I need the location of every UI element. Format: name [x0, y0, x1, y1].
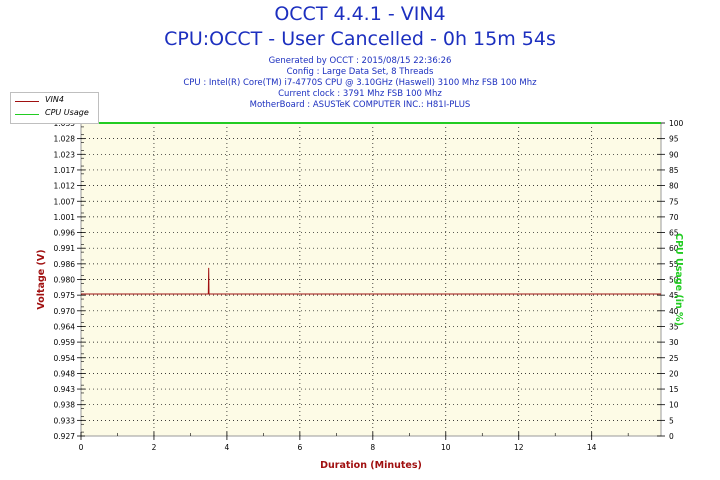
y-tick-label: 0.996 — [54, 229, 76, 238]
y2-tick-label: 100 — [669, 119, 684, 128]
y-tick-label: 1.028 — [54, 135, 76, 144]
y2-tick-label: 45 — [669, 291, 679, 300]
y-tick-label: 0.927 — [54, 432, 76, 441]
y2-tick-label: 95 — [669, 135, 679, 144]
y2-tick-label: 10 — [669, 401, 679, 410]
y2-tick-label: 60 — [669, 244, 679, 253]
legend-label-cpu-usage: CPU Usage — [45, 108, 89, 117]
y2-tick-label: 50 — [669, 276, 679, 285]
y-tick-label: 0.975 — [54, 291, 76, 300]
chart-subtitle: CPU:OCCT - User Cancelled - 0h 15m 54s — [164, 28, 556, 50]
legend-swatch-cpu-usage — [15, 114, 39, 115]
info-clock: Current clock : 3791 Mhz FSB 100 Mhz — [278, 89, 442, 99]
x-tick-label: 8 — [370, 443, 375, 452]
y-tick-label: 1.007 — [54, 197, 76, 206]
y-tick-label: 1.012 — [54, 182, 76, 191]
y-tick-label: 0.980 — [54, 276, 76, 285]
legend-label-vin4: VIN4 — [45, 95, 64, 104]
y2-tick-label: 55 — [669, 260, 679, 269]
x-tick-label: 4 — [225, 443, 230, 452]
y-tick-label: 0.938 — [54, 401, 76, 410]
chart-title: OCCT 4.4.1 - VIN4 — [274, 3, 446, 25]
y2-tick-label: 0 — [669, 432, 674, 441]
y-tick-label: 0.964 — [54, 322, 76, 331]
y2-tick-label: 75 — [669, 197, 679, 206]
y2-tick-label: 15 — [669, 385, 679, 394]
y-tick-label: 0.986 — [54, 260, 76, 269]
y2-tick-label: 25 — [669, 354, 679, 363]
y-tick-label: 1.001 — [54, 213, 76, 222]
y2-tick-label: 80 — [669, 182, 679, 191]
info-generated: Generated by OCCT : 2015/08/15 22:36:26 — [268, 56, 452, 66]
y2-tick-label: 40 — [669, 307, 679, 316]
y2-tick-label: 85 — [669, 166, 679, 175]
x-tick-label: 0 — [79, 443, 84, 452]
x-tick-label: 2 — [152, 443, 157, 452]
y2-tick-label: 90 — [669, 150, 679, 159]
y-tick-label: 0.948 — [54, 369, 76, 378]
y-tick-label: 1.017 — [54, 166, 76, 175]
info-cpu: CPU : Intel(R) Core(TM) i7-4770S CPU @ 3… — [183, 78, 537, 88]
info-config: Config : Large Data Set, 8 Threads — [286, 67, 434, 77]
y2-tick-label: 30 — [669, 338, 679, 347]
x-tick-label: 14 — [587, 443, 597, 452]
y-tick-label: 0.954 — [54, 354, 76, 363]
legend-item-vin4: VIN4 — [15, 95, 95, 107]
y-tick-label: 0.943 — [54, 385, 76, 394]
legend: VIN4 CPU Usage — [10, 92, 99, 124]
info-motherboard: MotherBoard : ASUSTeK COMPUTER INC.: H81… — [249, 100, 471, 110]
x-tick-label: 6 — [297, 443, 302, 452]
series-line-vin4 — [81, 267, 661, 295]
y-tick-label: 1.023 — [54, 150, 76, 159]
y2-tick-label: 5 — [669, 416, 674, 425]
y2-axis-label: CPU Usage (in %) — [673, 233, 684, 326]
y-tick-label: 0.970 — [54, 307, 76, 316]
y-tick-label: 0.933 — [54, 416, 76, 425]
x-axis-label: Duration (Minutes) — [320, 460, 422, 471]
x-tick-label: 12 — [514, 443, 524, 452]
y-axis-label: Voltage (V) — [36, 249, 47, 309]
y2-tick-label: 65 — [669, 229, 679, 238]
y2-tick-label: 20 — [669, 369, 679, 378]
y2-tick-label: 35 — [669, 322, 679, 331]
x-tick-label: 10 — [441, 443, 451, 452]
legend-item-cpu-usage: CPU Usage — [15, 108, 95, 120]
y2-tick-label: 70 — [669, 213, 679, 222]
y-tick-label: 0.959 — [54, 338, 76, 347]
y-tick-label: 0.991 — [54, 244, 76, 253]
legend-swatch-vin4 — [15, 101, 39, 102]
